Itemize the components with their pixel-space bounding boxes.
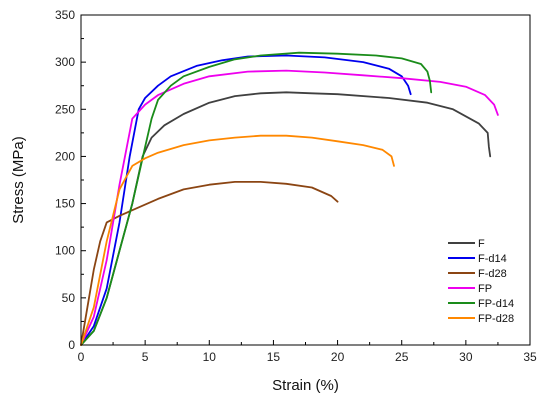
y-tick-label: 350 [55,8,75,22]
y-tick-label: 300 [55,55,75,69]
x-tick-label: 15 [267,350,281,364]
y-tick-label: 150 [55,197,75,211]
plot-frame [80,14,531,346]
y-tick-label: 100 [55,244,75,258]
x-tick-label: 35 [523,350,537,364]
x-axis-title: Strain (%) [272,377,339,394]
y-axis-title: Stress (MPa) [10,136,27,224]
series-line-fp-d14 [80,51,433,346]
x-axis-ticks: 0 5 10 15 20 25 30 35 [78,340,537,364]
y-tick-label: 0 [68,338,75,352]
legend-label: F [478,238,485,250]
series-line-f [80,91,492,346]
legend-label: FP-d14 [478,298,514,310]
x-tick-label: 5 [142,350,149,364]
x-tick-label: 10 [203,350,217,364]
series-line-fp-d28 [80,134,395,346]
legend-label: FP [478,283,492,295]
x-tick-label: 0 [78,350,85,364]
x-tick-label: 30 [459,350,473,364]
x-tick-label: 20 [331,350,345,364]
y-tick-label: 50 [62,291,76,305]
legend-label: FP-d28 [478,313,514,325]
series-line-fp [80,69,499,346]
y-tick-label: 250 [55,102,75,116]
y-axis-ticks: 0 50 100 150 200 250 300 350 [55,8,86,352]
x-tick-label: 25 [395,350,409,364]
y-tick-label: 200 [55,149,75,163]
legend-label: F-d28 [478,268,507,280]
series-line-f-d28 [80,181,339,346]
legend: F F-d14 F-d28 FP FP-d14 FP-d28 [448,238,514,325]
series-curves [80,51,499,346]
series-line-f-d14 [80,54,412,346]
legend-label: F-d14 [478,253,507,265]
